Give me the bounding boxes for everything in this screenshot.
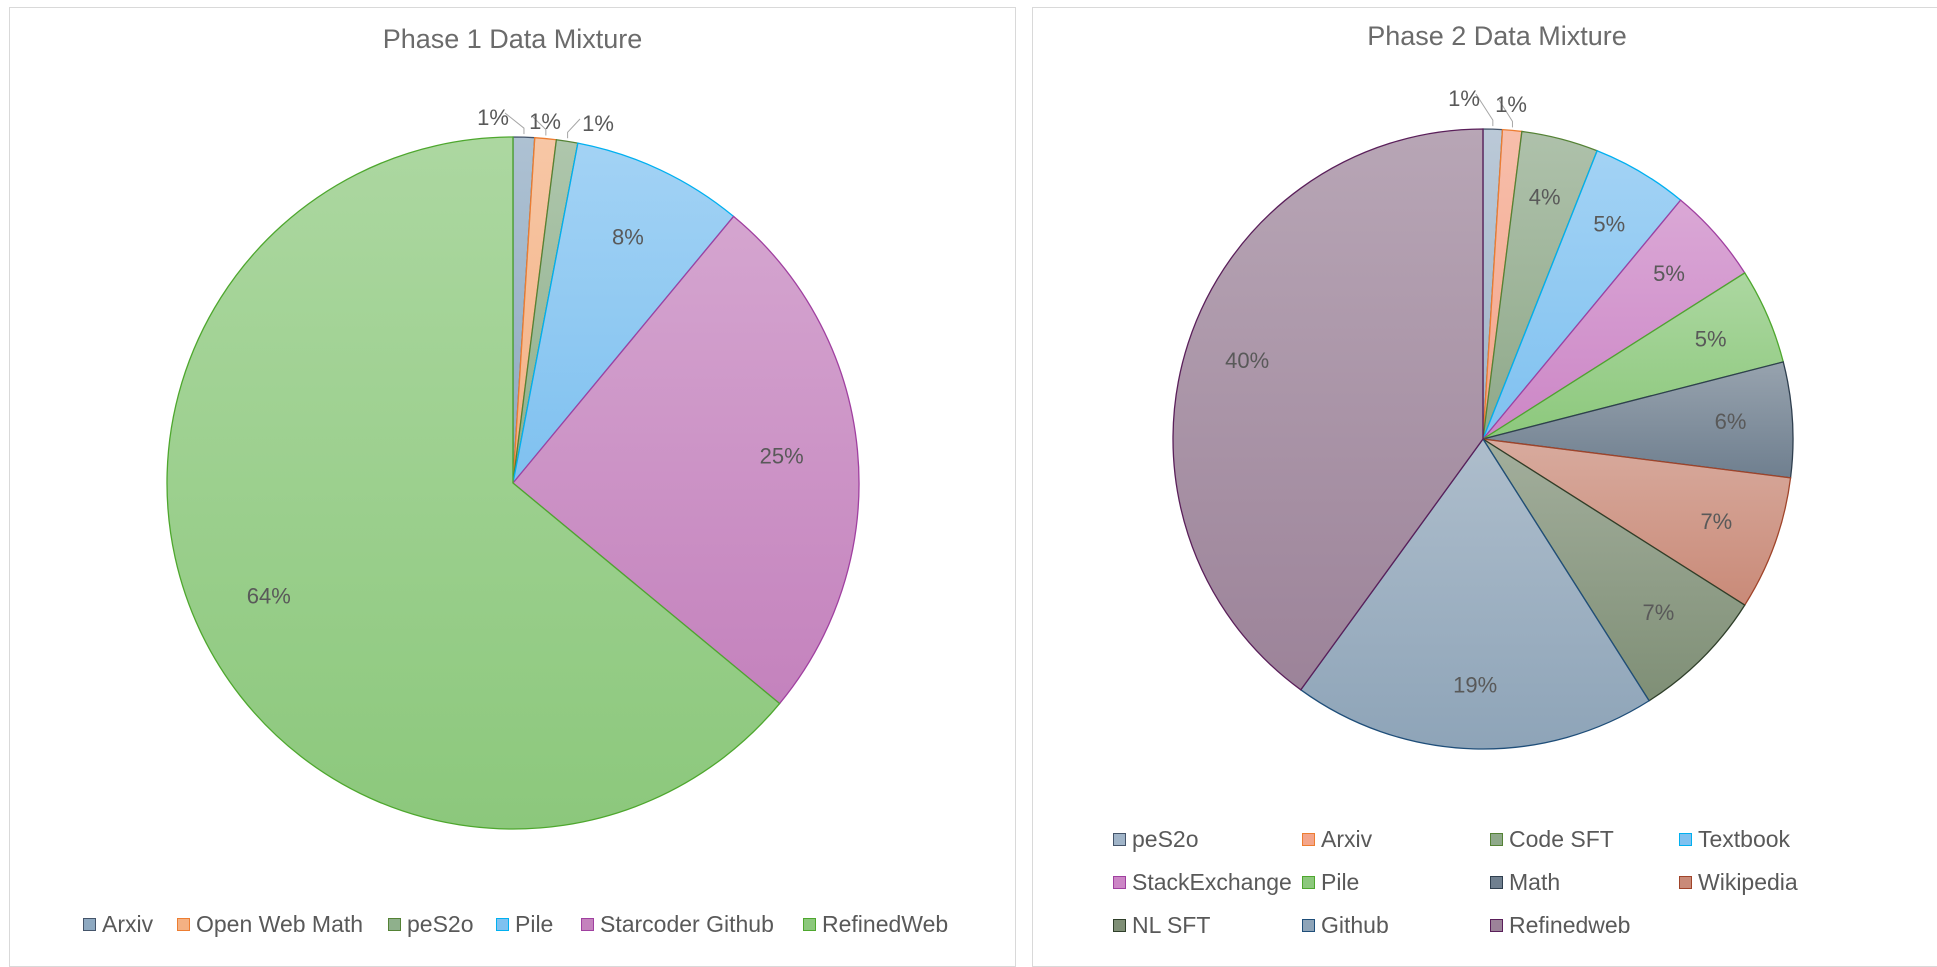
- legend-swatch: [1302, 876, 1315, 889]
- leader-line: [504, 112, 525, 135]
- legend-item-github: Github: [1302, 912, 1389, 939]
- legend-item-arxiv: Arxiv: [1302, 826, 1372, 853]
- legend-item-pile: Pile: [1302, 869, 1359, 896]
- data-label-starcoder-github: 25%: [760, 443, 804, 468]
- legend-item-code-sft: Code SFT: [1490, 826, 1614, 853]
- pie-slice-wikipedia: [1482, 438, 1792, 607]
- leader-line: [1475, 93, 1494, 127]
- pie-slice-github: [1299, 437, 1651, 750]
- leader-line: [532, 116, 547, 136]
- legend-swatch: [1302, 919, 1315, 932]
- legend-label: Pile: [515, 911, 554, 937]
- legend-swatch: [1113, 833, 1126, 846]
- leader-line: [567, 118, 581, 139]
- legend-label: StackExchange: [1132, 869, 1292, 895]
- legend-label: peS2o: [1132, 826, 1199, 852]
- legend-swatch: [388, 918, 401, 931]
- legend-item-pile: Pile: [496, 911, 553, 938]
- data-label-pile: 8%: [612, 225, 644, 250]
- pie-slice-nl-sft: [1482, 438, 1746, 702]
- legend-swatch: [1113, 919, 1126, 932]
- legend-swatch: [1679, 833, 1692, 846]
- legend-label: Github: [1321, 912, 1389, 938]
- legend-label: Open Web Math: [196, 911, 364, 937]
- data-label-open-web-math: 1%: [529, 109, 561, 134]
- legend-item-refinedweb: Refinedweb: [1490, 912, 1630, 939]
- pie-slice-starcoder-github: [512, 215, 860, 705]
- legend-swatch: [1113, 876, 1126, 889]
- data-label-pile: 5%: [1695, 326, 1727, 351]
- legend-swatch: [1490, 876, 1503, 889]
- legend-label: Pile: [1321, 869, 1360, 895]
- data-label-arxiv: 1%: [477, 105, 509, 130]
- legend-item-math: Math: [1490, 869, 1560, 896]
- legend-label: Code SFT: [1509, 826, 1614, 852]
- legend-swatch: [1302, 833, 1315, 846]
- legend-swatch: [1490, 833, 1503, 846]
- legend-label: Wikipedia: [1698, 869, 1798, 895]
- legend-item-nl-sft: NL SFT: [1113, 912, 1210, 939]
- data-label-refinedweb: 64%: [247, 584, 291, 609]
- chart-title: Phase 1 Data Mixture: [382, 24, 643, 54]
- legend-swatch: [1679, 876, 1692, 889]
- data-label-github: 19%: [1453, 673, 1497, 698]
- data-label-pes2o: 1%: [1448, 86, 1480, 111]
- legend-swatch: [803, 918, 816, 931]
- data-label-stackexchange: 5%: [1653, 261, 1685, 286]
- data-label-code-sft: 4%: [1529, 185, 1561, 210]
- legend-label: Arxiv: [1321, 826, 1373, 852]
- legend-item-wikipedia: Wikipedia: [1679, 869, 1798, 896]
- legend-swatch: [83, 918, 96, 931]
- legend-item-textbook: Textbook: [1679, 826, 1790, 853]
- pie-slice-pile: [512, 142, 735, 484]
- legend-label: peS2o: [407, 911, 474, 937]
- legend-label: Textbook: [1698, 826, 1791, 852]
- data-label-pes2o: 1%: [582, 111, 614, 136]
- chart-panel-phase1: Phase 1 Data Mixture 1% 1% 1% 8% 25% 64% Arxi…: [9, 7, 1016, 967]
- chart-title: Phase 2 Data Mixture: [1367, 21, 1627, 51]
- pie-slice-refinedweb: [166, 136, 781, 830]
- legend-label: RefinedWeb: [822, 911, 949, 937]
- pie-slice-refinedweb: [1172, 128, 1484, 691]
- legend-label: Starcoder Github: [600, 911, 774, 937]
- data-label-wikipedia: 7%: [1700, 509, 1732, 534]
- legend-item-refinedweb: RefinedWeb: [803, 911, 948, 938]
- data-label-nl-sft: 7%: [1642, 600, 1674, 625]
- data-label-math: 6%: [1715, 409, 1747, 434]
- chart-panel-phase2: Phase 2 Data Mixture 1% 1% 4% 5% 5% 5% 6% 7% 7% 1…: [1032, 7, 1937, 967]
- legend-swatch: [1490, 919, 1503, 932]
- pie-chart-phase1: 1% 1% 1% 8% 25% 64%: [166, 105, 860, 830]
- legend-swatch: [177, 918, 190, 931]
- legend-item-starcoder-github: Starcoder Github: [581, 911, 774, 938]
- data-label-textbook: 5%: [1593, 211, 1625, 236]
- leader-line: [1498, 99, 1513, 128]
- legend-label: Refinedweb: [1509, 912, 1631, 938]
- legend-item-pes2o: peS2o: [388, 911, 474, 938]
- legend-label: NL SFT: [1132, 912, 1211, 938]
- legend-label: Arxiv: [102, 911, 154, 937]
- data-label-arxiv: 1%: [1495, 92, 1527, 117]
- data-label-refinedweb: 40%: [1225, 348, 1269, 373]
- legend-item-arxiv: Arxiv: [83, 911, 153, 938]
- legend-label: Math: [1509, 869, 1561, 895]
- legend-swatch: [581, 918, 594, 931]
- pie-chart-phase2: 1% 1% 4% 5% 5% 5% 6% 7% 7% 19% 40%: [1172, 86, 1794, 750]
- legend-item-stackexchange: StackExchange: [1113, 869, 1292, 896]
- legend-item-open-web-math: Open Web Math: [177, 911, 363, 938]
- legend-item-pes2o: peS2o: [1113, 826, 1199, 853]
- legend-swatch: [496, 918, 509, 931]
